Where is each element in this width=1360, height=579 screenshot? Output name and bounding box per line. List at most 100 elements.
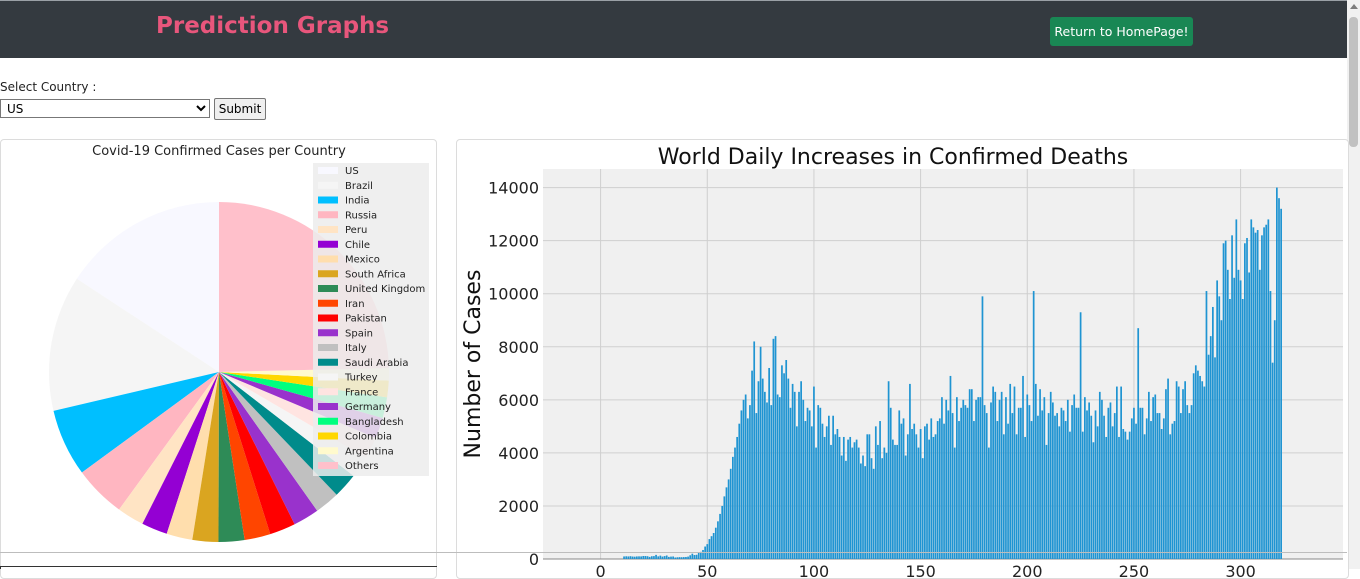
bar [851, 447, 854, 559]
page-title: Prediction Graphs [156, 13, 390, 39]
bar [1079, 312, 1082, 559]
legend-swatch-peru [318, 226, 338, 233]
submit-button[interactable]: Submit [214, 98, 266, 120]
bar [744, 394, 747, 559]
bar [1280, 208, 1282, 560]
bar [913, 423, 916, 559]
bar [800, 381, 802, 559]
legend-swatch-italy [318, 344, 338, 351]
bar [926, 423, 928, 559]
legend-label-argentina: Argentina [345, 446, 394, 457]
bar [642, 556, 645, 559]
country-select[interactable]: US [0, 99, 210, 118]
bar [693, 555, 696, 559]
legend-swatch-russia [318, 211, 338, 219]
pie-chart-title: Covid-19 Confirmed Cases per Country [92, 144, 346, 159]
bar [838, 436, 841, 559]
bar [879, 421, 881, 559]
bar [872, 468, 875, 559]
bar [640, 556, 642, 559]
bar [964, 405, 967, 559]
legend-swatch-united-kingdom [318, 285, 338, 292]
legend-label-mexico: Mexico [345, 255, 380, 266]
bar [864, 466, 866, 559]
scroll-thumb[interactable] [1349, 17, 1358, 147]
bar [815, 447, 817, 559]
bar [1081, 431, 1084, 559]
legend-label-saudi-arabia: Saudi Arabia [345, 358, 408, 369]
bar [778, 397, 781, 559]
bar [1045, 444, 1048, 559]
vertical-scrollbar[interactable] [1347, 0, 1360, 569]
bar [781, 365, 783, 559]
bar [973, 421, 975, 559]
legend-label-us: US [345, 166, 359, 177]
bar [1026, 394, 1029, 559]
bar [1086, 410, 1088, 559]
bar [1047, 413, 1050, 559]
bar [1000, 391, 1003, 559]
bar [1141, 407, 1144, 559]
bar [919, 429, 922, 559]
bar [1231, 235, 1233, 559]
x-tick-label: 150 [905, 562, 936, 579]
bar [1122, 429, 1125, 559]
legend-label-spain: Spain [345, 328, 373, 339]
bar [968, 389, 971, 559]
bar [860, 463, 862, 559]
bar [1137, 328, 1140, 559]
bar [653, 556, 655, 559]
bar [832, 415, 834, 559]
bar [1088, 402, 1090, 559]
bar [1162, 418, 1165, 559]
bar [1028, 405, 1031, 559]
bar [727, 479, 730, 559]
bar [966, 407, 969, 559]
bar [629, 556, 632, 559]
pie-slice-united-kingdom [218, 372, 245, 543]
bar [1256, 230, 1259, 559]
section-divider [0, 552, 1347, 553]
bar [755, 413, 758, 559]
legend-swatch-us [318, 167, 338, 174]
bar [992, 386, 994, 559]
bar [1024, 436, 1026, 559]
bar [1073, 394, 1076, 559]
legend-swatch-bangladesh [318, 417, 338, 425]
legend-swatch-mexico [318, 255, 338, 263]
bar [740, 410, 743, 559]
bar [1096, 426, 1099, 559]
bar [1011, 413, 1014, 559]
bar [1212, 306, 1214, 559]
bar [887, 381, 890, 559]
bar [817, 405, 820, 559]
pie-slice-spain [219, 372, 318, 525]
bar [1188, 413, 1191, 559]
bar [1069, 431, 1071, 559]
legend-label-brazil: Brazil [345, 181, 373, 192]
bar [1094, 410, 1097, 559]
bar [904, 455, 907, 559]
return-home-button[interactable]: Return to HomePage! [1050, 17, 1193, 46]
bar [1190, 405, 1193, 559]
bar [868, 434, 871, 559]
bar [1145, 418, 1148, 559]
bar [941, 397, 943, 559]
bar [1261, 235, 1263, 559]
bar [840, 455, 843, 559]
scroll-up-arrow-icon[interactable] [1350, 4, 1358, 9]
bar [847, 439, 849, 559]
pie-slice-mexico [166, 372, 219, 540]
legend-label-peru: Peru [345, 225, 367, 236]
bar [1156, 413, 1159, 559]
bar [1241, 299, 1244, 559]
bar [819, 407, 822, 559]
bar [712, 533, 715, 559]
bar [994, 391, 997, 559]
pie-chart: Covid-19 Confirmed Cases per Country US B… [49, 144, 429, 543]
bar [915, 434, 918, 559]
pie-chart-card: Covid-19 Confirmed Cases per Country US B… [0, 139, 437, 579]
bar [734, 447, 736, 559]
bar [932, 436, 935, 559]
bar [1103, 415, 1105, 559]
